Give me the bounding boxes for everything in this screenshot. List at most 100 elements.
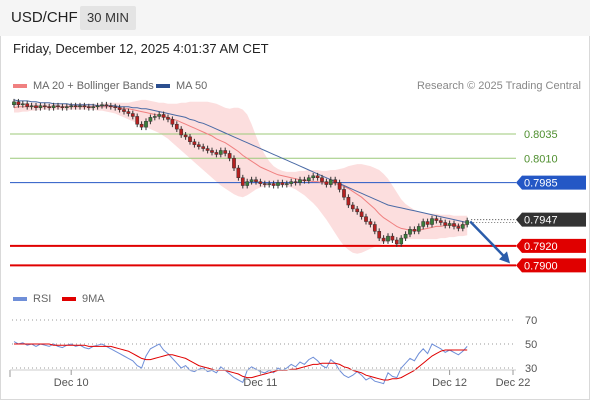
candle-body: [126, 111, 131, 114]
candle-body: [443, 222, 448, 226]
level-label-0.7900: 0.7900: [524, 260, 558, 272]
candle-body: [350, 204, 355, 210]
candle-body: [271, 183, 276, 186]
legend-ma20-label: MA 20 + Bollinger Bands: [33, 80, 154, 92]
candle-body: [333, 179, 338, 183]
candle-body: [25, 103, 30, 107]
candle-body: [425, 221, 430, 225]
candle-body: [245, 181, 250, 186]
legend-9ma: 9MA: [62, 293, 105, 305]
9ma-line: [14, 343, 468, 381]
candle-body: [430, 218, 434, 225]
candle-body: [56, 105, 60, 107]
candle-body: [69, 105, 74, 107]
level-label-0.7985: 0.7985: [524, 178, 558, 190]
rsi-tick-label-30: 30: [525, 363, 537, 375]
candle-body: [434, 218, 439, 221]
candle-body: [122, 109, 126, 112]
candle-body: [170, 119, 175, 125]
candle-body: [280, 182, 285, 185]
level-tag-0.7947: [516, 212, 586, 227]
candle-body: [399, 237, 404, 245]
candle-body: [284, 183, 289, 185]
candle-body: [104, 104, 109, 107]
candle-body: [386, 235, 390, 242]
candle-body: [452, 223, 456, 227]
legend-9ma-label: 9MA: [82, 293, 105, 305]
candle-body: [342, 189, 346, 198]
candle-body: [12, 101, 16, 106]
candle-body: [298, 179, 302, 183]
candle-body: [196, 144, 201, 147]
candle-body: [73, 105, 78, 107]
candle-body: [254, 179, 258, 182]
candle-body: [267, 183, 272, 185]
candle-body: [144, 121, 148, 128]
candle-body: [377, 231, 382, 239]
candle-body: [188, 136, 192, 142]
legend-ma50: MA 50: [156, 80, 207, 92]
rsi-tick-label-70: 70: [525, 315, 537, 327]
candle-body: [135, 116, 140, 125]
level-tag-0.7900: [516, 258, 586, 273]
rsi-line: [13, 341, 468, 385]
x-tick-label: Dec 22: [496, 377, 531, 389]
candle-body: [205, 148, 210, 151]
candle-body: [108, 105, 113, 107]
candle-body: [157, 114, 162, 117]
candle-body: [456, 226, 461, 229]
candle-body: [192, 141, 197, 145]
candle-body: [51, 105, 56, 108]
rsi-swatch: [13, 297, 27, 301]
candle-body: [258, 181, 263, 184]
legend-ma50-label: MA 50: [176, 80, 208, 92]
candle-body: [232, 158, 236, 169]
candle-body: [218, 150, 223, 155]
ma20-swatch: [13, 84, 27, 88]
research-credit: Research © 2025 Trading Central: [416, 80, 581, 92]
level-label-0.8035: 0.8035: [524, 129, 558, 141]
candle-body: [302, 179, 307, 181]
x-tick-label: Dec 12: [432, 377, 467, 389]
chart-header: USD/CHF 30 MIN: [0, 0, 590, 36]
candle-body: [337, 182, 342, 190]
candle-body: [20, 103, 25, 106]
candle-body: [201, 146, 206, 149]
candle-body: [390, 235, 395, 241]
candle-body: [223, 150, 228, 154]
x-tick-label: Dec 10: [54, 377, 89, 389]
chart-datetime: Friday, December 12, 2025 4:01:37 AM CET: [13, 41, 269, 56]
candle-body: [249, 179, 254, 182]
candle-body: [117, 107, 122, 110]
candle-body: [161, 114, 166, 118]
candle-body: [289, 181, 294, 184]
level-tag-0.7920: [516, 238, 586, 253]
candle-body: [86, 106, 91, 108]
projection-arrow-shaft: [469, 220, 507, 260]
candle-body: [152, 116, 157, 118]
candle-body: [183, 134, 188, 138]
candle-body: [113, 106, 118, 108]
candle-body: [214, 152, 219, 155]
timeframe-button[interactable]: 30 MIN: [80, 6, 136, 30]
level-label-0.7920: 0.7920: [524, 241, 558, 253]
candle-body: [262, 183, 267, 185]
candle-body: [91, 106, 96, 108]
candle-body: [346, 196, 351, 206]
candle-body: [47, 106, 52, 108]
legend-rsi-label: RSI: [33, 293, 52, 305]
candle-body: [240, 177, 245, 186]
candle-body: [381, 237, 386, 242]
candle-body: [130, 113, 135, 117]
candle-body: [372, 224, 377, 232]
candle-body: [324, 181, 329, 185]
projection-arrow-head: [499, 251, 510, 264]
candle-body: [293, 181, 298, 183]
candle-body: [139, 123, 144, 128]
candle-body: [438, 220, 443, 223]
candle-body: [227, 153, 232, 159]
candle-body: [447, 223, 452, 226]
candle-body: [276, 182, 280, 186]
